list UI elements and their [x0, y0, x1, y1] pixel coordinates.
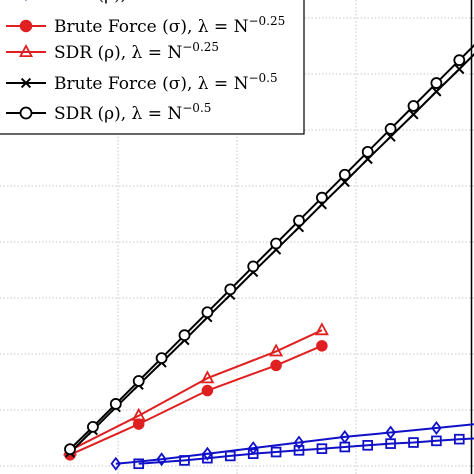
series-5-point-1 — [87, 420, 99, 433]
series-5-point-8 — [247, 260, 260, 273]
legend-entry-3-label: Brute Force (σ), λ = N−0.5 — [54, 71, 278, 94]
series-5-point-6 — [201, 306, 214, 319]
series-1-point-13 — [453, 433, 465, 445]
series-3-point-2 — [200, 370, 215, 384]
series-5 — [64, 44, 474, 456]
series-1 — [133, 433, 474, 470]
series-1-point-5 — [270, 446, 282, 458]
legend-entry-1-label: Brute Force (σ), λ = N−0.25 — [54, 14, 285, 37]
series-5-point-9 — [270, 237, 283, 250]
series-1-point-8 — [339, 441, 351, 453]
series-5-point-13 — [361, 145, 374, 158]
legend-box — [0, 0, 305, 135]
legend-entry-2-marker — [18, 44, 34, 58]
series-1-point-11 — [408, 437, 419, 448]
series-2 — [64, 340, 328, 461]
series-1-point-2 — [202, 452, 213, 464]
series-0-point-7 — [431, 420, 442, 435]
series-5-point-17 — [453, 54, 466, 67]
legend-entry-1-marker — [19, 19, 33, 33]
series-1-point-9 — [362, 440, 373, 451]
series-5-point-0 — [64, 443, 76, 456]
series-3-point-4 — [314, 322, 329, 336]
series-5-point-4 — [155, 352, 168, 365]
series-1-point-10 — [385, 438, 396, 449]
series-0-point-4 — [293, 435, 305, 450]
series-1-point-1 — [179, 455, 190, 466]
series-3-point-1 — [131, 407, 146, 421]
series-layer — [62, 44, 474, 471]
legend-entry-3-marker — [20, 77, 32, 89]
series-4-point-16 — [431, 86, 442, 97]
legend-entry-3: Brute Force (σ), λ = N−0.5 — [6, 71, 278, 94]
series-3-line — [69, 329, 323, 452]
series-5-point-11 — [315, 191, 328, 204]
series-4-point-17 — [454, 64, 465, 75]
series-5-point-2 — [109, 398, 122, 410]
legend-entry-4-marker — [19, 106, 33, 120]
series-1-point-3 — [224, 450, 236, 462]
series-5-point-10 — [293, 214, 305, 227]
series-1-point-7 — [316, 443, 328, 454]
series-3-point-3 — [269, 343, 284, 357]
series-5-point-5 — [178, 329, 191, 342]
legend-entry-2: SDR (ρ), λ = N−0.25 — [6, 40, 219, 63]
series-1-point-0 — [133, 458, 145, 470]
series-5-point-12 — [338, 168, 351, 181]
legend-entry-1: Brute Force (σ), λ = N−0.25 — [6, 14, 285, 37]
series-1-point-12 — [431, 435, 442, 447]
series-0-point-0 — [110, 456, 122, 471]
legend-entry-2-label: SDR (ρ), λ = N−0.25 — [54, 40, 219, 63]
legend-entry-0: SDR (ρ), λ = 1 — [25, 0, 178, 5]
series-2-point-3 — [270, 359, 282, 372]
series-0-point-6 — [385, 425, 396, 440]
series-1-line — [138, 437, 474, 465]
series-0-line — [115, 423, 474, 465]
legend: SDR (ρ), λ = 1 Brute Force (σ), λ = N−0.2… — [0, 0, 305, 135]
series-5-point-16 — [430, 77, 443, 89]
series-5-point-7 — [224, 283, 237, 296]
legend-entry-4-label: SDR (ρ), λ = N−0.5 — [54, 101, 211, 124]
series-1-point-6 — [293, 445, 305, 456]
series-5-point-14 — [384, 123, 397, 135]
series-2-line — [69, 344, 323, 456]
series-4-point-15 — [408, 109, 419, 120]
series-0-point-1 — [156, 452, 167, 467]
series-5-point-3 — [132, 375, 145, 387]
legend-entry-0-label: SDR (ρ), λ = 1 — [54, 0, 178, 5]
legend-entry-4: SDR (ρ), λ = N−0.5 — [6, 101, 211, 124]
series-5-point-15 — [407, 100, 420, 112]
series-2-point-2 — [201, 384, 214, 397]
series-2-point-4 — [316, 340, 328, 352]
series-1-point-4 — [247, 448, 259, 460]
series-3 — [62, 322, 329, 456]
